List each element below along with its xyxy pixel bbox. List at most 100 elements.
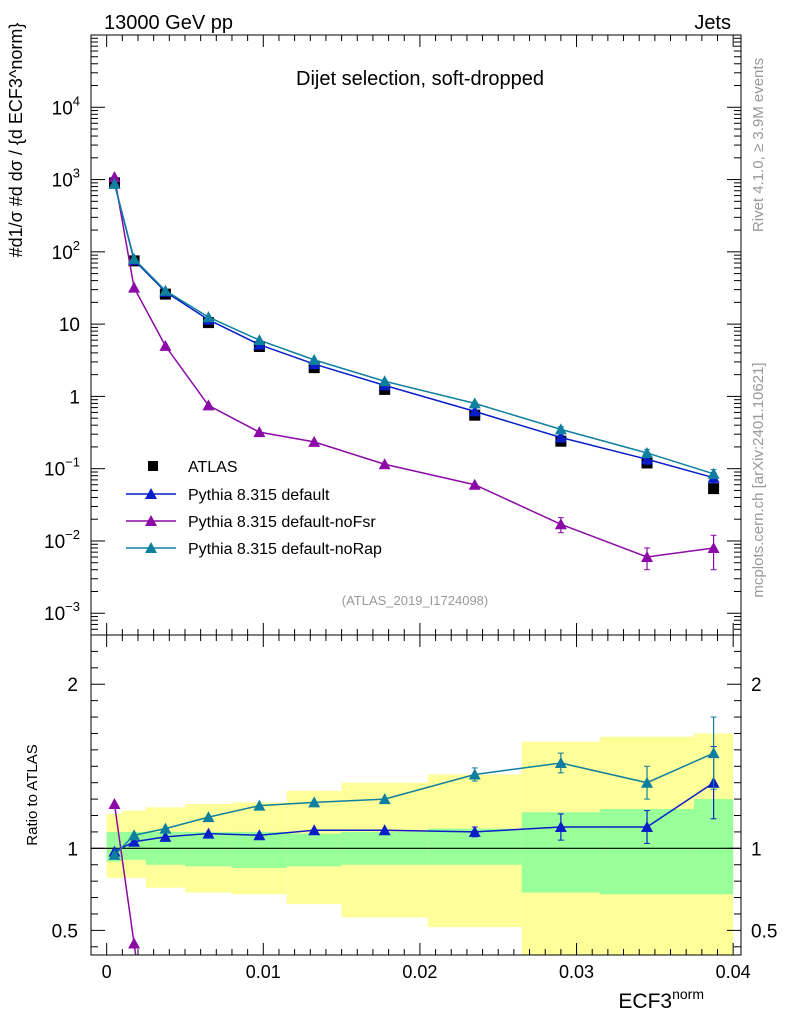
- y-tick-label-base: 10: [44, 460, 65, 481]
- axes-ticks: 0 0.01 0.02 0.03 0.0410−310−210−111010210310…: [44, 34, 777, 982]
- series-point: [253, 426, 266, 438]
- uncertainty-bands: [91, 733, 741, 955]
- y-axis-title-ratio: Ratio to ATLAS: [24, 744, 41, 845]
- series-point: [378, 375, 391, 387]
- series-point: [554, 423, 567, 435]
- plot-title: Dijet selection, soft-dropped: [296, 68, 544, 90]
- series-point: [108, 177, 121, 189]
- series-point: [641, 550, 654, 562]
- series-point: [707, 467, 720, 479]
- ratio-series-point: [468, 768, 481, 780]
- y-tick-label-base: 1: [69, 387, 80, 408]
- series-point: [468, 397, 481, 409]
- x-tick-label: 0.04: [716, 962, 751, 982]
- series-point: [641, 453, 654, 465]
- y-tick-label-ratio-right: 0.5: [751, 921, 777, 942]
- y-tick-label-main: 104: [52, 93, 80, 119]
- ratio-series-point: [707, 747, 720, 759]
- ratio-series-point: [108, 798, 121, 810]
- series-point: [554, 431, 567, 443]
- ratio-series-point: [202, 827, 215, 839]
- legend-label-atlas: ATLAS: [188, 459, 238, 476]
- atlas-point: [708, 483, 720, 495]
- y-tick-label-exp: −1: [65, 455, 80, 470]
- series-point: [108, 171, 121, 183]
- series-line: [113, 183, 714, 475]
- legend-marker-atlas: [148, 461, 158, 471]
- ratio-series-point: [641, 821, 654, 832]
- ratio-series-point: [308, 796, 321, 808]
- ratio-series-point: [202, 811, 215, 823]
- series-pythia-8-315-default-norap: [108, 177, 720, 480]
- y-tick-label-exp: −2: [65, 527, 80, 542]
- y-tick-label-exp: 3: [73, 166, 80, 181]
- data-series: [108, 171, 720, 956]
- mcplots-label: mcplots.cern.ch [arXiv:2401.10621]: [750, 362, 767, 597]
- series-point: [159, 339, 172, 351]
- y-tick-label-main: 10: [59, 315, 80, 336]
- series-point: [308, 435, 321, 447]
- series-point: [128, 281, 141, 293]
- ratio-series-point: [253, 799, 266, 811]
- series-point: [253, 334, 266, 346]
- y-tick-label-exp: 4: [73, 93, 80, 108]
- ratio-series-pythia-8-315-default-nofsr: [108, 798, 141, 956]
- y-tick-label-ratio-right: 1: [751, 839, 762, 860]
- legend-marker-nofsr: [145, 515, 157, 526]
- ratio-series-point: [468, 825, 481, 837]
- ratio-series-point: [128, 937, 141, 949]
- y-tick-label-exp: −3: [65, 599, 80, 614]
- series-point: [641, 446, 654, 458]
- legend: ATLAS Pythia 8.315 default Pythia 8.315 …: [126, 459, 382, 558]
- x-tick-label: 0.02: [402, 962, 437, 982]
- series-atlas: [108, 177, 720, 495]
- x-axis-title-main: ECF3: [618, 990, 672, 1013]
- header-process-label: Jets: [694, 12, 731, 34]
- y-axis-title-main: #d1/σ #d dσ / {d ECF3^norm}: [6, 23, 26, 258]
- y-tick-label-base: 10: [52, 243, 73, 264]
- series-point: [308, 353, 321, 365]
- ratio-series-point: [253, 829, 266, 841]
- ratio-series-point: [128, 829, 141, 841]
- series-point: [554, 518, 567, 530]
- series-point: [202, 311, 215, 323]
- y-tick-label-base: 10: [59, 315, 80, 336]
- header-energy-label: 13000 GeV pp: [104, 12, 233, 34]
- y-tick-label-base: 10: [44, 604, 65, 625]
- y-tick-label-exp: 2: [73, 238, 80, 253]
- legend-marker-default: [145, 488, 157, 499]
- series-point: [159, 284, 172, 296]
- ratio-series-point: [159, 822, 172, 834]
- series-pythia-8-315-default: [108, 177, 720, 484]
- ratio-series-point: [128, 835, 141, 847]
- ratio-series-point: [641, 776, 654, 788]
- series-point: [128, 252, 141, 264]
- x-tick-label: 0.01: [246, 962, 281, 982]
- y-tick-label-main: 1: [69, 387, 80, 408]
- series-point: [468, 405, 481, 417]
- y-tick-label-base: 10: [52, 98, 73, 119]
- y-tick-label-main: 102: [52, 238, 80, 264]
- ratio-series-point: [378, 793, 391, 805]
- legend-label-norap: Pythia 8.315 default-noRap: [188, 541, 382, 558]
- y-tick-label-base: 10: [44, 532, 65, 553]
- green-band-bin: [286, 833, 342, 867]
- y-tick-label-ratio: 2: [67, 675, 78, 696]
- series-point: [707, 541, 720, 553]
- ratio-series-point: [554, 757, 567, 768]
- rivet-version-label: Rivet 4.1.0, ≥ 3.9M events: [750, 58, 767, 232]
- y-tick-label-main: 10−1: [44, 455, 80, 481]
- series-point: [468, 478, 481, 490]
- ratio-series-point: [108, 848, 121, 860]
- y-tick-label-main: 10−3: [44, 599, 80, 625]
- analysis-tag: (ATLAS_2019_I1724098): [342, 593, 488, 608]
- ratio-series-point: [554, 821, 567, 832]
- legend-marker-norap: [145, 542, 157, 553]
- ratio-plot-frame: [90, 634, 742, 956]
- y-tick-label-main: 10−2: [44, 527, 80, 553]
- series-point: [202, 399, 215, 411]
- x-tick-label: 0: [102, 962, 112, 982]
- ratio-series-pythia-8-315-default-norap: [108, 716, 720, 860]
- ratio-series-point: [378, 824, 391, 836]
- y-tick-label-ratio: 0.5: [52, 921, 78, 942]
